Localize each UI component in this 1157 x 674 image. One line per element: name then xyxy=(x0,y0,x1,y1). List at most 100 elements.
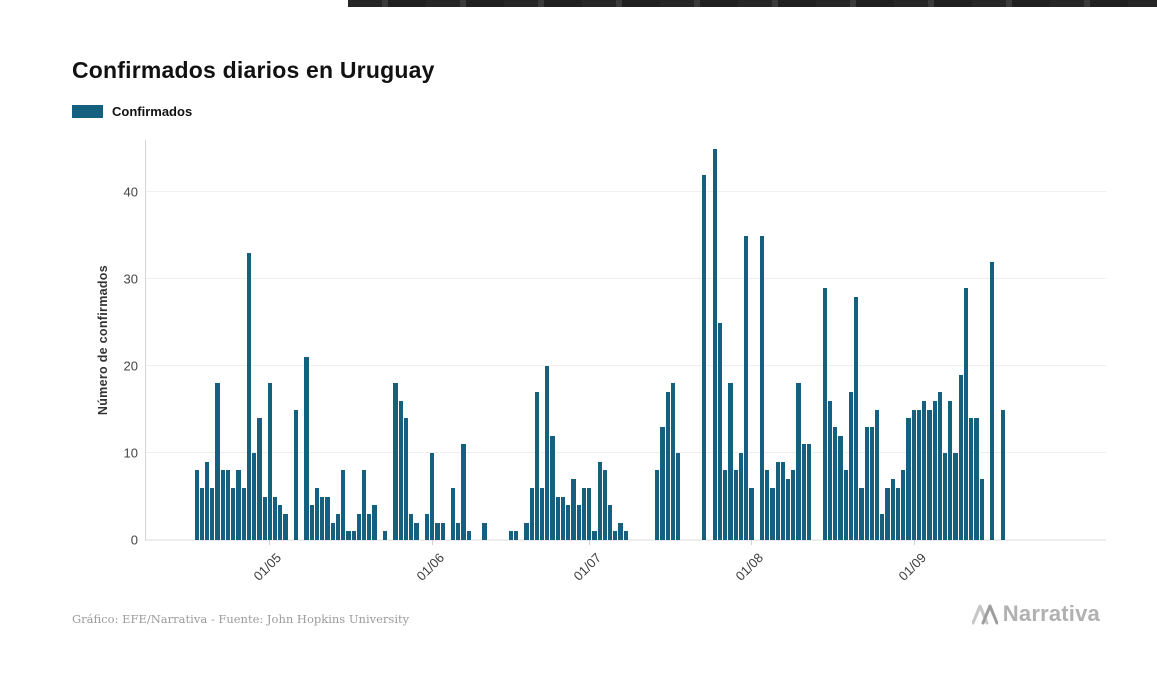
legend-swatch xyxy=(72,105,103,118)
bar xyxy=(759,235,765,540)
bar xyxy=(665,392,670,540)
bar xyxy=(231,487,236,540)
bar xyxy=(482,522,487,540)
bar xyxy=(943,453,948,540)
bar xyxy=(969,418,974,540)
bar-series xyxy=(194,140,1006,540)
bar xyxy=(922,400,927,540)
bar xyxy=(738,453,744,540)
narrativa-logo-icon xyxy=(971,604,998,625)
bar xyxy=(461,444,466,540)
y-tick-label: 10 xyxy=(123,445,138,461)
bar xyxy=(780,461,785,540)
bar xyxy=(466,531,471,540)
gridline xyxy=(146,278,1106,280)
bar xyxy=(958,374,963,540)
bar xyxy=(325,496,330,540)
bar xyxy=(901,470,906,540)
bar xyxy=(937,392,943,540)
bar xyxy=(414,522,419,540)
bar xyxy=(979,479,984,540)
bar xyxy=(990,261,995,540)
bar xyxy=(539,487,545,540)
bar xyxy=(859,487,864,540)
bar xyxy=(744,235,749,540)
bar xyxy=(534,392,539,540)
bar xyxy=(874,409,880,540)
bar xyxy=(314,487,320,540)
bar xyxy=(1000,409,1005,540)
bar xyxy=(932,400,937,540)
bar xyxy=(796,383,801,540)
bar xyxy=(513,531,519,540)
bar xyxy=(550,435,555,540)
bar xyxy=(435,522,440,540)
bar xyxy=(864,426,869,540)
bar xyxy=(382,531,388,540)
bar xyxy=(749,487,754,540)
y-tick-label: 30 xyxy=(123,271,138,287)
bar xyxy=(895,487,901,540)
bar xyxy=(335,513,341,540)
legend-label: Confirmados xyxy=(112,104,193,119)
bar xyxy=(670,383,676,540)
bar xyxy=(225,470,231,540)
y-axis-tick-labels: 0 10 20 30 40 xyxy=(106,140,138,548)
bar xyxy=(728,383,733,540)
bar xyxy=(372,505,377,540)
y-tick-label: 0 xyxy=(130,532,138,548)
bar xyxy=(304,357,309,540)
bar xyxy=(618,522,623,540)
bar xyxy=(341,470,346,540)
bar xyxy=(508,531,513,540)
bar xyxy=(717,322,723,540)
bar xyxy=(854,296,859,540)
x-axis-tick-labels: 01/05 01/06 01/07 01/08 01/09 xyxy=(194,540,1006,588)
bar xyxy=(587,487,592,540)
gridline xyxy=(146,365,1106,367)
bar xyxy=(948,400,953,540)
legend: Confirmados xyxy=(72,104,192,119)
x-tick-label: 01/05 xyxy=(250,550,285,584)
bar xyxy=(801,444,806,540)
bar xyxy=(199,487,204,540)
bar xyxy=(267,383,273,540)
bar xyxy=(571,479,576,540)
bar xyxy=(398,400,403,540)
x-tick-label: 01/06 xyxy=(413,550,447,584)
bar xyxy=(890,479,895,540)
bar xyxy=(278,505,283,540)
source-caption: Gráfico: EFE/Narrativa - Fuente: John Ho… xyxy=(72,612,410,626)
bar xyxy=(293,409,299,540)
bar xyxy=(215,383,220,540)
bar xyxy=(581,487,587,540)
bar xyxy=(362,470,367,540)
bar xyxy=(346,531,351,540)
bar xyxy=(963,287,969,540)
bar xyxy=(524,522,529,540)
bar xyxy=(273,496,278,540)
bar xyxy=(456,522,461,540)
bar xyxy=(257,418,262,540)
brand-logo: Narrativa xyxy=(971,601,1100,627)
bar xyxy=(712,148,717,540)
bar xyxy=(409,513,414,540)
bar xyxy=(827,400,833,540)
bar xyxy=(210,487,215,540)
bar xyxy=(356,513,361,540)
bar xyxy=(320,496,325,540)
bar xyxy=(560,496,566,540)
bar xyxy=(974,418,979,540)
bar xyxy=(676,453,681,540)
bar xyxy=(566,505,571,540)
bar xyxy=(833,426,838,540)
bar xyxy=(608,505,613,540)
bar xyxy=(791,470,796,540)
bar xyxy=(367,513,372,540)
bar xyxy=(880,513,885,540)
bar xyxy=(927,409,932,540)
bar xyxy=(660,426,665,540)
bar xyxy=(806,444,812,540)
bar xyxy=(733,470,738,540)
